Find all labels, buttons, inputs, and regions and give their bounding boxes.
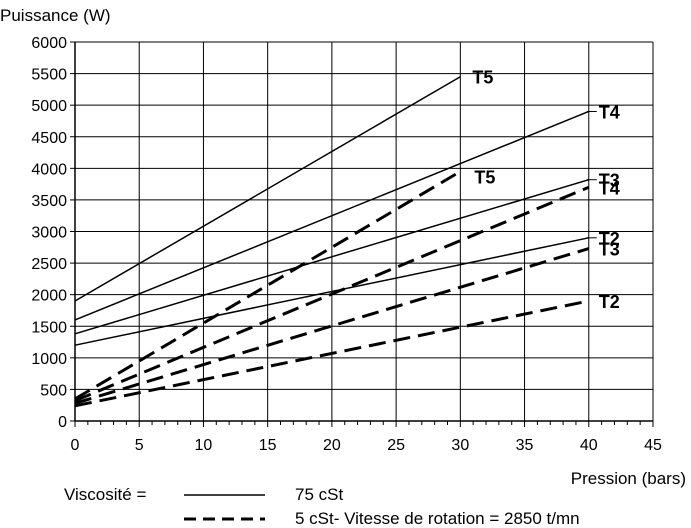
series-lines	[74, 76, 590, 408]
grid	[75, 41, 654, 421]
x-tick-label: 20	[323, 437, 341, 454]
series-line-t4-solid	[74, 110, 590, 321]
x-axis-label: Pression (bars)	[571, 469, 686, 488]
series-label-t4-dashed: T4	[599, 178, 620, 198]
series-line-t2-dashed	[74, 299, 590, 408]
y-tick-label: 5500	[31, 67, 67, 84]
legend-prefix: Viscosité =	[64, 485, 146, 504]
x-tick-label: 0	[71, 437, 80, 454]
legend-dashed-label: 5 cSt- Vitesse de rotation = 2850 t/mn	[295, 509, 580, 528]
y-tick-label: 0	[58, 414, 67, 431]
series-line-t5-solid	[74, 76, 461, 302]
x-tick-label: 10	[195, 437, 213, 454]
series-line-t3-solid	[74, 178, 589, 335]
x-tick-label: 25	[387, 437, 405, 454]
y-tick-label: 1500	[31, 319, 67, 336]
y-tick-label: 6000	[31, 35, 67, 52]
x-tick-label: 30	[451, 437, 469, 454]
y-tick-label: 3000	[31, 225, 67, 242]
series-line-t2-solid	[74, 237, 589, 346]
series-line-t4-dashed	[74, 185, 590, 403]
axes: 0 500 1000 1500 2000 2500 3000 3500 4000 4500 5000…	[31, 35, 662, 454]
y-tick-label: 2000	[31, 288, 67, 305]
y-axis-label: Puissance (W)	[0, 6, 111, 25]
series-label-t4-solid: T4	[599, 102, 620, 122]
x-tick-label: 5	[135, 437, 144, 454]
y-tick-label: 4500	[31, 130, 67, 147]
series-label-t2-solid: T2	[599, 229, 620, 249]
y-tick-label: 1000	[31, 351, 67, 368]
y-tick-label: 5000	[31, 98, 67, 115]
y-tick-label: 500	[40, 382, 67, 399]
series-label-t3-dashed: T3	[599, 240, 620, 260]
x-tick-label: 45	[644, 437, 662, 454]
x-tick-label: 15	[259, 437, 277, 454]
y-tick-label: 2500	[31, 256, 67, 273]
x-tick-label: 35	[516, 437, 534, 454]
series-label-t2-dashed: T2	[599, 292, 620, 312]
series-line-t3-dashed	[74, 247, 590, 405]
x-tick-label: 40	[580, 437, 598, 454]
y-tick-label: 4000	[31, 161, 67, 178]
series-label-t5-dashed: T5	[474, 167, 495, 187]
series-label-t3-solid: T3	[599, 171, 620, 191]
y-tick-label: 3500	[31, 193, 67, 210]
series-label-t5-solid: T5	[472, 68, 493, 88]
legend: Viscosité = 75 cSt 5 cSt- Vitesse de rot…	[64, 485, 580, 528]
legend-solid-label: 75 cSt	[295, 485, 343, 504]
